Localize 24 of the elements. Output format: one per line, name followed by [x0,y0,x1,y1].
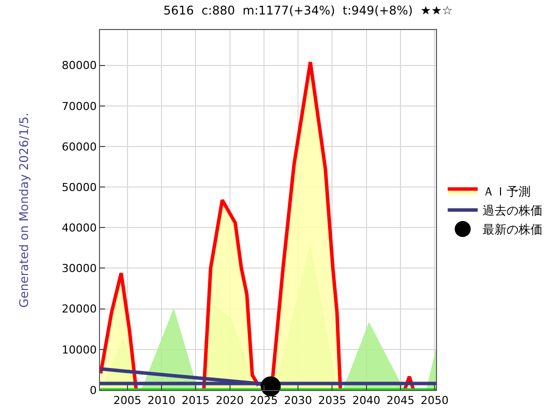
x-tick-label: 2030 [284,394,312,408]
y-tick-label: 80000 [62,59,97,72]
chart-title: 5616 c:880 m:1177(+34%) t:949(+8%) ★★☆ [163,4,453,18]
x-tick-label: 2015 [182,394,210,408]
x-tick-label: 2010 [147,394,176,408]
y-tick-label: 20000 [62,302,97,316]
x-tick-label: 2035 [318,394,346,408]
text: Generated on Monday 2026/1/5. [16,112,31,308]
x-tick-label: 2050 [420,394,449,408]
x-tick-label: 2025 [250,394,278,408]
x-tick-label: 2020 [216,394,244,408]
x-tick-label: 2040 [352,394,380,408]
y-tick-label: 70000 [62,100,97,113]
y-tick-label: 40000 [62,222,97,235]
x-tick-label: 2005 [113,394,142,408]
x-tick-label: 2045 [386,394,414,408]
y-tick-label: 10000 [62,343,97,356]
y-tick-label: 50000 [62,180,97,194]
legend-label: 過去の株価 [482,204,543,218]
y-tick-label: 0 [90,384,97,397]
legend-label: 最新の株価 [482,222,543,237]
y-tick-label: 30000 [62,262,97,276]
legend-label: ＡＩ予測 [482,184,531,199]
y-tick-label: 60000 [62,140,97,154]
